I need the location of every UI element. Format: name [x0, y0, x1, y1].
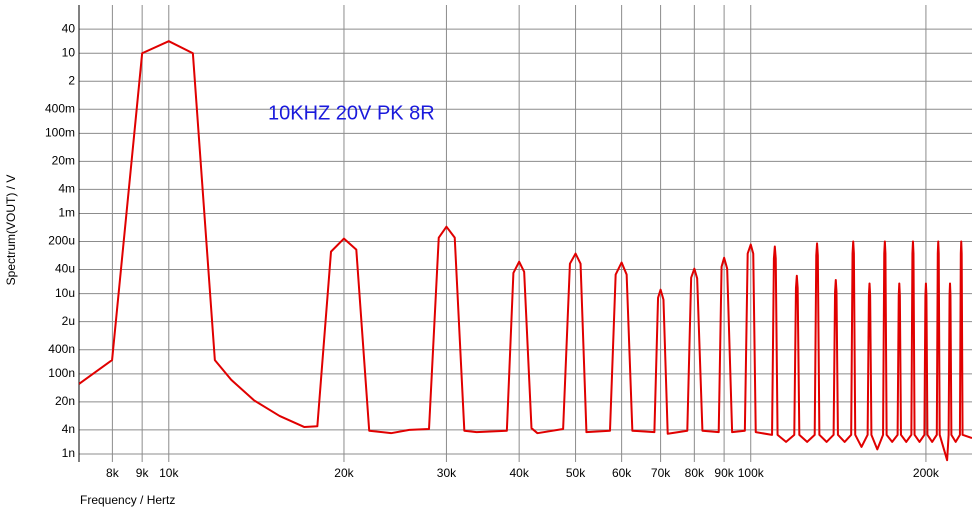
y-tick-label: 4m [58, 182, 75, 196]
y-tick-label: 40u [55, 262, 75, 276]
y-tick-label: 100m [45, 126, 75, 140]
annotation: 10KHZ 20V PK 8R [268, 102, 435, 124]
y-tick-label: 2u [62, 314, 75, 328]
x-tick-label: 200k [913, 466, 940, 480]
x-tick-label: 70k [651, 466, 671, 480]
x-tick-label: 100k [738, 466, 765, 480]
x-tick-label: 40k [509, 466, 529, 480]
y-tick-label: 2 [68, 73, 75, 87]
x-tick-label: 8k [106, 466, 120, 480]
y-tick-label: 20n [55, 394, 75, 408]
x-tick-label: 20k [334, 466, 354, 480]
y-axis-label: Spectrum(VOUT) / V [4, 175, 18, 286]
y-tick-label: 10 [62, 45, 76, 59]
x-tick-label: 60k [612, 466, 632, 480]
spectrum-line [79, 40, 972, 462]
x-tick-label: 30k [437, 466, 457, 480]
y-tick-label: 400m [45, 101, 75, 115]
x-tick-label: 80k [685, 466, 705, 480]
x-tick-label: 10k [159, 466, 179, 480]
y-tick-label: 1m [58, 206, 75, 220]
y-tick-label: 4n [62, 422, 75, 436]
y-tick-label: 40 [62, 21, 76, 35]
y-tick-label: 10u [55, 286, 75, 300]
y-tick-label: 1n [62, 446, 75, 460]
grid [79, 5, 972, 462]
y-tick-label: 100n [48, 366, 75, 380]
y-tick-label: 200u [48, 234, 75, 248]
y-tick-label: 20m [52, 154, 75, 168]
x-tick-label: 50k [566, 466, 586, 480]
x-tick-label: 9k [136, 466, 150, 480]
x-axis-label: Frequency / Hertz [80, 493, 175, 507]
x-tick-label: 90k [714, 466, 734, 480]
y-tick-label: 400n [48, 342, 75, 356]
